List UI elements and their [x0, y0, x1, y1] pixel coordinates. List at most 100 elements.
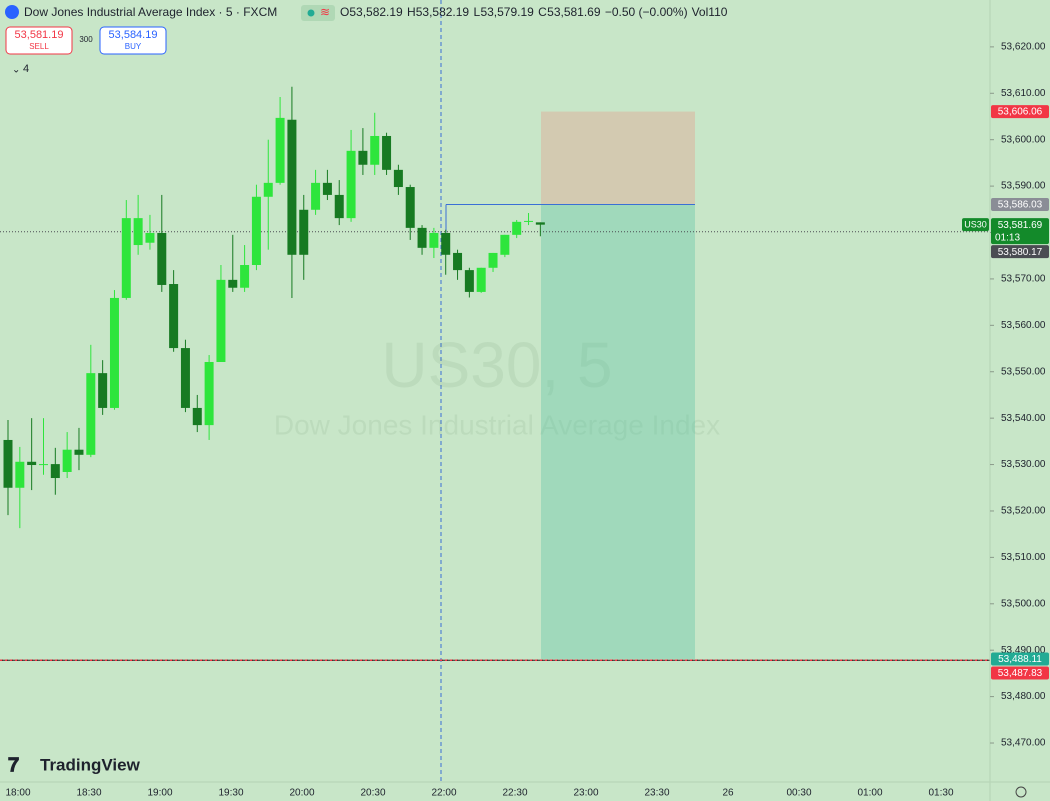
y-tick-label: 53,530.00 [1001, 459, 1046, 470]
candle-body [86, 373, 96, 455]
ohlc-value: 53,581.69 [547, 5, 601, 19]
candle-body [488, 252, 498, 268]
candle-body [311, 182, 321, 210]
candle-body [15, 461, 25, 488]
candle-body [358, 150, 368, 165]
symbol-title: Dow Jones Industrial Average Index · 5 ·… [24, 5, 277, 19]
price-tag [991, 666, 1049, 680]
candle-body [512, 221, 522, 235]
y-tick-label: 53,560.00 [1001, 320, 1046, 331]
price-tag-label: 53,606.06 [998, 107, 1043, 118]
candle-body [180, 348, 190, 408]
buy-label: BUY [125, 42, 142, 51]
price-tag [991, 105, 1049, 119]
candle-body [145, 232, 155, 243]
symbol-tag-label: US30 [964, 220, 987, 230]
ohlc-key: H [407, 5, 416, 19]
price-tag-label: 53,580.17 [998, 247, 1043, 258]
x-tick-label: 26 [722, 788, 734, 799]
candle-body [500, 234, 510, 255]
price-tag [991, 218, 1049, 245]
candle-body [524, 220, 534, 222]
sell-label: SELL [29, 42, 49, 51]
candle-body [228, 279, 238, 288]
candle-body [157, 232, 167, 285]
price-tag-label: 53,581.69 [998, 220, 1043, 231]
candle-body [50, 464, 60, 479]
symbol-icon [5, 5, 19, 19]
candle-body [382, 135, 392, 170]
candle-body [370, 135, 380, 165]
ohlc-key: C [538, 5, 547, 19]
candle-body [98, 373, 108, 408]
candle-body [251, 196, 261, 265]
candle-body [441, 232, 451, 255]
y-tick-label: 53,570.00 [1001, 274, 1046, 285]
candle-body [275, 117, 285, 183]
candle-body [464, 270, 474, 292]
x-tick-label: 00:30 [786, 788, 811, 799]
y-tick-label: 53,600.00 [1001, 134, 1046, 145]
collapse-arrow[interactable]: ⌄ [12, 65, 20, 76]
x-tick-label: 01:30 [928, 788, 953, 799]
ohlc: O 53,582.19 H 53,582.19 L 53,579.19 C 53,581.69… [340, 5, 728, 19]
candle-body [476, 267, 486, 292]
status-dot [307, 9, 315, 17]
y-tick-label: 53,500.00 [1001, 598, 1046, 609]
x-tick-label: 01:00 [857, 788, 882, 799]
x-tick-label: 22:00 [431, 788, 456, 799]
candle-body [417, 227, 427, 248]
x-tick-label: 23:00 [573, 788, 598, 799]
candle-body [453, 252, 463, 271]
logo: TradingView [40, 755, 141, 774]
y-tick-label: 53,610.00 [1001, 88, 1046, 99]
candle-body [429, 232, 439, 248]
candle-body [334, 194, 344, 219]
ohlc-value: 53,579.19 [480, 5, 534, 19]
status-icons[interactable] [301, 5, 335, 21]
price-tag [991, 198, 1049, 212]
price-tag [991, 652, 1049, 666]
plot [0, 86, 990, 662]
price-tag-label: 53,586.03 [998, 200, 1043, 211]
symbol-tag [962, 218, 989, 232]
candle-body [405, 187, 415, 228]
candle-body [346, 150, 356, 219]
candle-body [169, 284, 179, 349]
candle-body [121, 218, 131, 298]
x-tick-label: 20:00 [289, 788, 314, 799]
change: −0.50 (−0.00%) [605, 5, 688, 19]
y-tick-label: 53,490.00 [1001, 645, 1046, 656]
buy-button[interactable] [99, 26, 167, 55]
risk-zone [541, 111, 695, 205]
indicator-count[interactable]: 4 [23, 63, 29, 75]
logo-mark: 𝟕 [8, 754, 19, 776]
ohlc-key: O [340, 5, 349, 19]
ohlc-key: L [473, 5, 480, 19]
candle-body [240, 264, 250, 288]
candle-body [133, 218, 143, 246]
watermark-name: Dow Jones Industrial Average Index [274, 409, 720, 440]
volume: 110 [708, 5, 727, 19]
y-tick-label: 53,470.00 [1001, 738, 1046, 749]
price-tag-label: 53,488.11 [998, 654, 1042, 665]
countdown: 01:13 [995, 232, 1020, 243]
y-tick-label: 53,510.00 [1001, 552, 1046, 563]
x-tick-label: 20:30 [360, 788, 385, 799]
y-tick-label: 53,620.00 [1001, 42, 1046, 53]
sell-button[interactable] [5, 26, 73, 55]
y-tick-label: 53,590.00 [1001, 181, 1046, 192]
candle-body [204, 361, 214, 426]
settings-icon[interactable] [1015, 786, 1027, 798]
candle-body [393, 169, 403, 188]
ohlc-value: 53,582.19 [349, 5, 403, 19]
y-tick-label: 53,480.00 [1001, 691, 1046, 702]
candle-body [263, 182, 273, 197]
sell-price: 53,581.19 [15, 29, 64, 41]
price-tag-label: 53,487.83 [998, 668, 1043, 679]
candle-body [38, 464, 48, 466]
x-tick-label: 22:30 [502, 788, 527, 799]
status-wave: ≋ [320, 5, 330, 19]
